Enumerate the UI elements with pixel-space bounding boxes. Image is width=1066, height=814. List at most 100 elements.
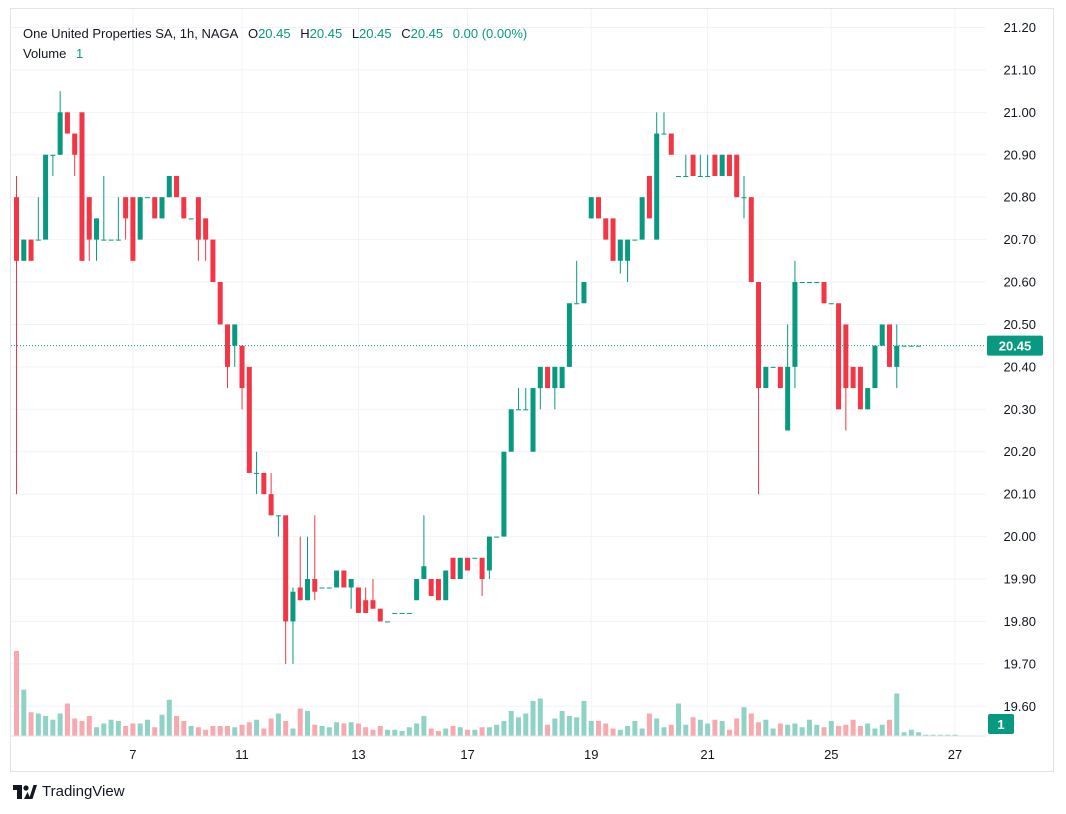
candle[interactable] <box>501 451 507 537</box>
candle[interactable] <box>137 197 143 240</box>
candle[interactable] <box>887 324 892 367</box>
candle[interactable] <box>683 154 689 177</box>
candle[interactable] <box>690 154 696 176</box>
candle[interactable] <box>639 197 645 240</box>
candle[interactable] <box>654 112 660 240</box>
candle[interactable] <box>370 579 376 609</box>
candle[interactable] <box>348 579 354 609</box>
candle[interactable] <box>385 621 391 623</box>
candle[interactable] <box>166 175 172 198</box>
candle[interactable] <box>341 570 347 588</box>
candle[interactable] <box>770 366 776 368</box>
candle[interactable] <box>123 197 129 240</box>
candle[interactable] <box>588 197 594 219</box>
candle[interactable] <box>705 154 711 177</box>
candle[interactable] <box>530 388 536 452</box>
candles[interactable] <box>14 91 922 664</box>
candle[interactable] <box>617 239 623 274</box>
candle[interactable] <box>50 154 56 176</box>
candle[interactable] <box>443 570 449 601</box>
candle[interactable] <box>297 536 303 601</box>
candle[interactable] <box>494 536 500 538</box>
candle[interactable] <box>392 612 398 614</box>
candle[interactable] <box>552 366 558 410</box>
candle[interactable] <box>894 324 900 389</box>
candle[interactable] <box>821 282 827 304</box>
candle[interactable] <box>28 239 34 261</box>
candle[interactable] <box>261 472 267 495</box>
candle[interactable] <box>559 366 565 389</box>
candle[interactable] <box>857 366 863 410</box>
candle[interactable] <box>283 515 289 664</box>
candle[interactable] <box>465 557 471 571</box>
candle[interactable] <box>334 570 340 588</box>
candle[interactable] <box>603 218 609 240</box>
candle[interactable] <box>828 303 834 305</box>
candle[interactable] <box>748 197 754 283</box>
candle[interactable] <box>843 324 849 431</box>
candle[interactable] <box>581 282 587 304</box>
candle[interactable] <box>64 112 70 134</box>
tradingview-branding[interactable]: TradingView <box>13 783 125 800</box>
candle[interactable] <box>486 536 492 579</box>
candle[interactable] <box>377 608 383 622</box>
candle[interactable] <box>726 154 732 176</box>
candle[interactable] <box>72 133 78 176</box>
candle[interactable] <box>312 515 318 601</box>
candle[interactable] <box>625 239 631 283</box>
candle[interactable] <box>596 197 601 219</box>
candle[interactable] <box>355 587 361 613</box>
candle[interactable] <box>246 366 252 473</box>
candle[interactable] <box>435 579 441 601</box>
time-axis[interactable]: 7 11 13 17 19 21 25 27 <box>11 735 986 762</box>
candle[interactable] <box>254 451 260 495</box>
candle[interactable] <box>719 154 725 176</box>
candle[interactable] <box>632 239 638 241</box>
candle[interactable] <box>741 175 747 219</box>
candle[interactable] <box>79 112 85 261</box>
candle[interactable] <box>508 409 514 452</box>
candle[interactable] <box>363 587 369 613</box>
candle[interactable] <box>326 587 332 589</box>
candle[interactable] <box>566 303 572 367</box>
candle[interactable] <box>239 345 245 410</box>
candle[interactable] <box>159 197 165 219</box>
candle[interactable] <box>217 282 223 325</box>
candle[interactable] <box>734 154 740 198</box>
candle[interactable] <box>523 388 529 411</box>
candle[interactable] <box>181 197 187 219</box>
candle[interactable] <box>152 197 158 219</box>
candle[interactable] <box>836 303 842 410</box>
candle[interactable] <box>14 175 19 495</box>
candle[interactable] <box>319 587 325 589</box>
price-axis[interactable]: 21.20 21.10 21.00 20.90 20.80 20.70 20.60 20.50… <box>987 20 1043 734</box>
candle[interactable] <box>94 218 100 261</box>
candle[interactable] <box>414 579 420 601</box>
volume-label[interactable]: Volume <box>23 46 67 61</box>
candle[interactable] <box>785 324 791 431</box>
candle[interactable] <box>421 515 427 579</box>
candle[interactable] <box>479 557 485 596</box>
candle[interactable] <box>101 175 107 241</box>
candle[interactable] <box>850 366 856 389</box>
candle[interactable] <box>232 324 238 367</box>
candle[interactable] <box>756 282 762 495</box>
candle[interactable] <box>144 197 150 199</box>
candle[interactable] <box>174 175 180 198</box>
symbol-title[interactable]: One United Properties SA, 1h, NAGA <box>23 26 239 41</box>
candle[interactable] <box>57 91 63 155</box>
candle[interactable] <box>108 239 114 241</box>
candle[interactable] <box>268 472 274 516</box>
candle[interactable] <box>195 197 201 261</box>
candle[interactable] <box>428 579 434 596</box>
candle[interactable] <box>275 515 281 537</box>
candle[interactable] <box>697 154 703 177</box>
candle[interactable] <box>901 345 907 347</box>
candle[interactable] <box>35 197 41 241</box>
candle[interactable] <box>224 324 230 389</box>
candle[interactable] <box>712 154 718 176</box>
candle[interactable] <box>777 366 783 389</box>
candle[interactable] <box>537 366 543 410</box>
candle[interactable] <box>457 557 463 579</box>
candle[interactable] <box>290 587 296 664</box>
